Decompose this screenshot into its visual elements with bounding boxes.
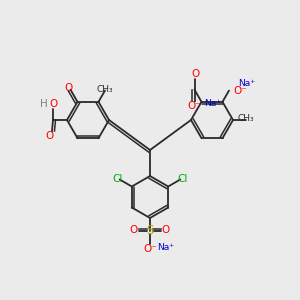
- Text: O: O: [191, 69, 200, 79]
- Text: Cl: Cl: [177, 173, 188, 184]
- Text: H: H: [40, 99, 48, 109]
- Text: O: O: [46, 131, 54, 141]
- Text: Na⁺: Na⁺: [204, 99, 221, 108]
- Text: Na⁺: Na⁺: [158, 244, 175, 253]
- Text: S: S: [146, 224, 154, 238]
- Text: O⁻: O⁻: [188, 101, 201, 111]
- Text: O⁻: O⁻: [143, 244, 157, 254]
- Text: O: O: [130, 225, 138, 235]
- Text: CH₃: CH₃: [238, 114, 254, 123]
- Text: O: O: [50, 99, 58, 109]
- Text: O: O: [162, 225, 170, 235]
- Text: CH₃: CH₃: [97, 85, 113, 94]
- Text: Na⁺: Na⁺: [238, 79, 256, 88]
- Text: O⁻: O⁻: [233, 85, 247, 96]
- Text: O: O: [64, 83, 73, 93]
- Text: Cl: Cl: [112, 173, 123, 184]
